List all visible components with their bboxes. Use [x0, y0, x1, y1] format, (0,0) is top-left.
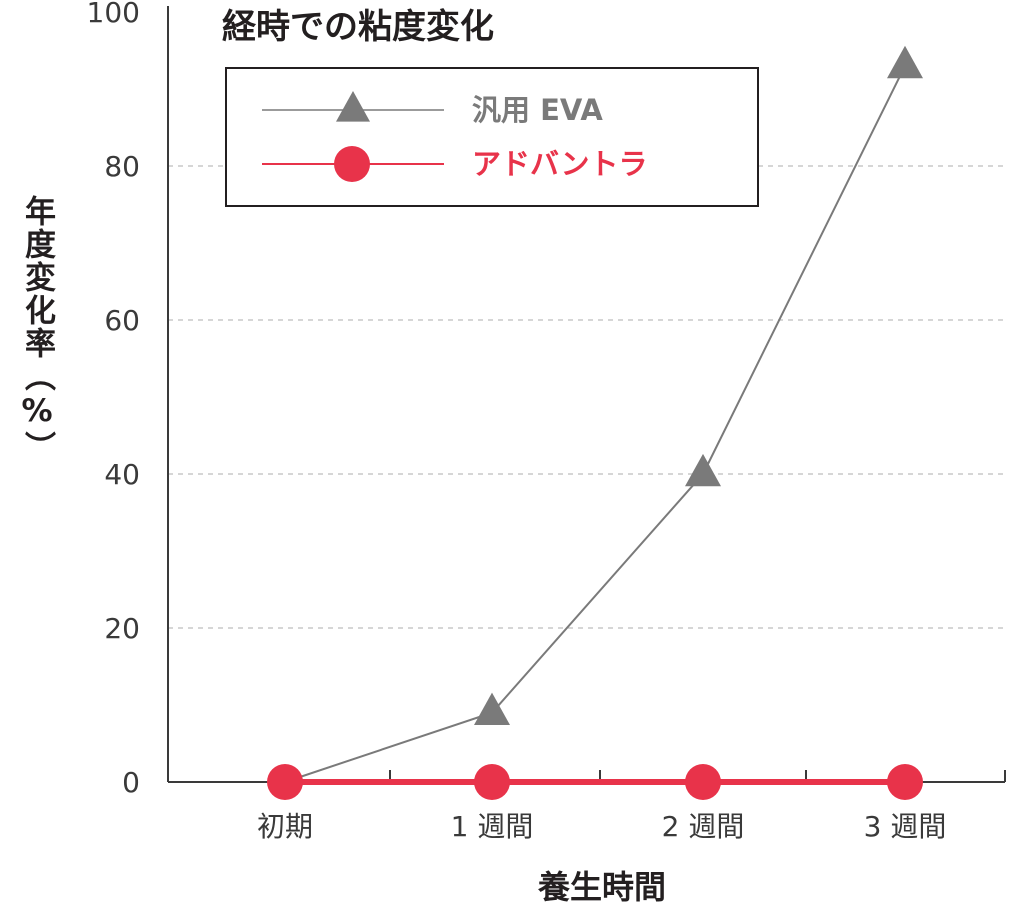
series-line — [284, 65, 906, 783]
circle-marker — [267, 764, 303, 800]
x-axis-label: 養生時間 — [538, 868, 666, 906]
circle-marker — [887, 764, 923, 800]
triangle-marker — [685, 453, 721, 487]
circle-marker — [685, 764, 721, 800]
legend: 汎用 EVA アドバントラ — [225, 67, 759, 207]
triangle-marker — [474, 692, 510, 726]
series-2 — [267, 764, 923, 800]
legend-label: 汎用 EVA — [472, 93, 603, 127]
x-tick-label: 1 週間 — [451, 810, 534, 843]
series-group — [267, 45, 923, 800]
chart-title: 経時での粘度変化 — [222, 7, 494, 47]
legend-item-2: アドバントラ — [262, 146, 647, 182]
y-tick-label: 60 — [104, 304, 140, 337]
triangle-marker — [887, 45, 923, 79]
legend-circle-marker — [334, 146, 370, 182]
y-tick-label: 40 — [104, 458, 140, 491]
y-tick-label: 80 — [104, 150, 140, 183]
y-tick-label: 20 — [104, 612, 140, 645]
y-tick-label: 100 — [87, 0, 140, 29]
x-tick-labels: 初期 1 週間 2 週間 3 週間 — [257, 810, 946, 843]
legend-label: アドバントラ — [472, 147, 647, 181]
x-tick-label: 初期 — [257, 810, 313, 843]
y-tick-labels: 0 20 40 60 80 100 — [87, 0, 140, 799]
x-tick-label: 2 週間 — [662, 810, 745, 843]
legend-item-1: 汎用 EVA — [262, 91, 603, 127]
y-tick-label: 0 — [122, 766, 140, 799]
legend-box — [225, 67, 759, 207]
x-tick-label: 3 週間 — [864, 810, 947, 843]
series-1 — [284, 45, 923, 783]
circle-marker — [474, 764, 510, 800]
y-axis-label: 年度変化率（%） — [19, 195, 55, 464]
gridlines — [168, 165, 1005, 629]
triangle-marker — [336, 91, 370, 122]
